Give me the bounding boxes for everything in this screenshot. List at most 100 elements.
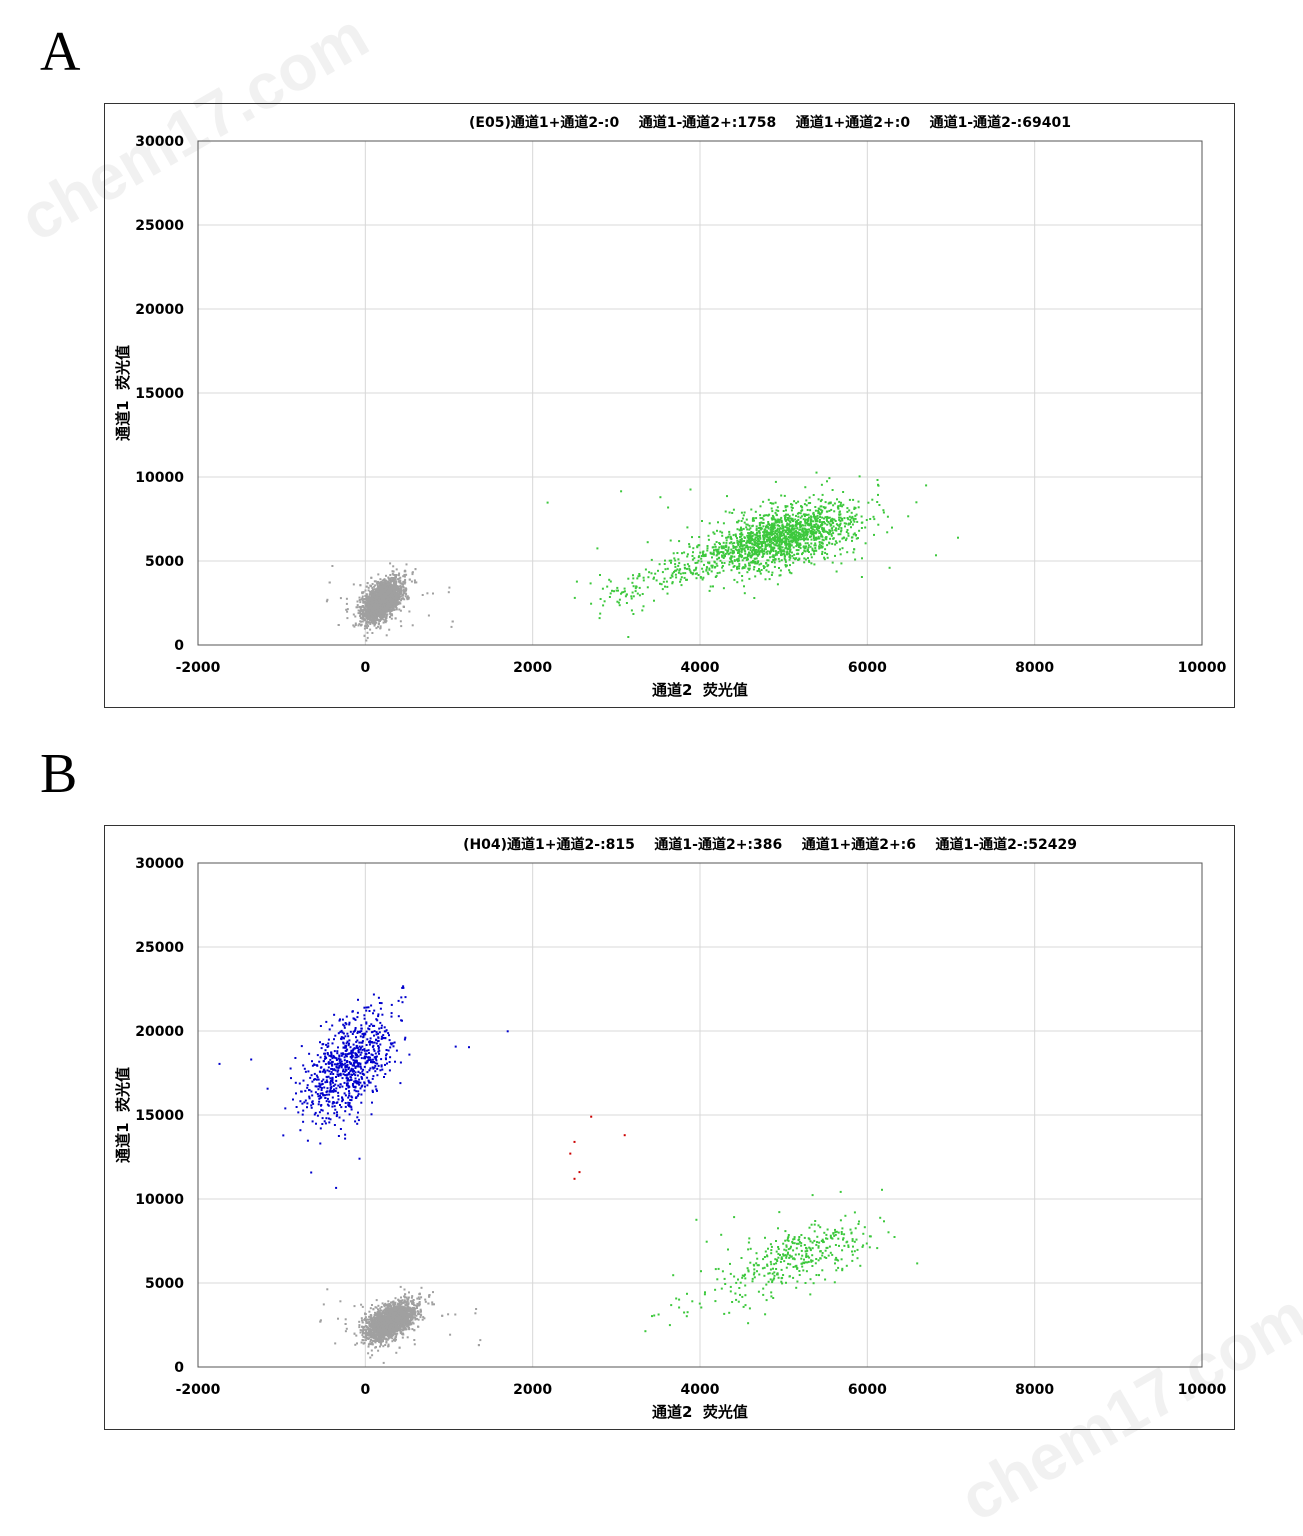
data-point <box>850 526 852 528</box>
data-point <box>362 1036 364 1038</box>
data-point <box>762 555 764 557</box>
y-axis-label: 通道1 荧光值 <box>114 345 132 441</box>
data-point <box>765 526 767 528</box>
data-point <box>369 597 371 599</box>
data-point <box>710 586 712 588</box>
data-point <box>320 1105 322 1107</box>
data-point <box>786 565 788 567</box>
data-point <box>778 529 780 531</box>
data-point <box>380 619 382 621</box>
data-point <box>357 1112 359 1114</box>
data-point <box>352 1033 354 1035</box>
data-point <box>631 609 633 611</box>
x-tick-label: 10000 <box>1178 660 1227 676</box>
data-point <box>664 560 666 562</box>
data-point <box>778 558 780 560</box>
data-point <box>813 494 815 496</box>
data-point <box>616 587 618 589</box>
data-point <box>627 636 629 638</box>
data-point <box>800 510 802 512</box>
data-point <box>815 539 817 541</box>
data-point <box>359 601 361 603</box>
data-point <box>791 504 793 506</box>
data-point <box>357 601 359 603</box>
data-point <box>357 999 359 1001</box>
data-point <box>785 541 787 543</box>
data-point <box>428 615 430 617</box>
data-point <box>785 505 787 507</box>
data-point <box>679 581 681 583</box>
data-point <box>750 556 752 558</box>
data-point <box>384 612 386 614</box>
data-point <box>839 533 841 535</box>
data-point <box>328 1121 330 1123</box>
data-point <box>797 542 799 544</box>
data-point <box>401 583 403 585</box>
data-point <box>295 1082 297 1084</box>
data-point <box>325 1021 327 1023</box>
data-point <box>768 571 770 573</box>
data-point <box>819 513 821 515</box>
data-point <box>367 601 369 603</box>
data-point <box>267 1088 269 1090</box>
data-point <box>392 565 394 567</box>
data-point <box>829 523 831 525</box>
data-point <box>327 1104 329 1106</box>
data-point <box>372 622 374 624</box>
data-point <box>693 557 695 559</box>
data-point <box>366 1044 368 1046</box>
data-point <box>790 572 792 574</box>
data-point <box>766 539 768 541</box>
data-point <box>340 1083 342 1085</box>
data-point <box>344 1035 346 1037</box>
data-point <box>610 592 612 594</box>
data-point <box>330 1118 332 1120</box>
data-point <box>326 600 328 602</box>
data-point <box>826 517 828 519</box>
data-point <box>328 1066 330 1068</box>
data-point <box>356 1054 358 1056</box>
data-point <box>708 535 710 537</box>
data-point <box>766 553 768 555</box>
data-point <box>758 570 760 572</box>
data-point <box>808 502 810 504</box>
data-point <box>391 1004 393 1006</box>
data-point <box>371 594 373 596</box>
data-point <box>781 550 783 552</box>
data-point <box>372 1012 374 1014</box>
data-point <box>700 558 702 560</box>
data-point <box>355 624 357 626</box>
data-point <box>361 1046 363 1048</box>
data-point <box>343 1033 345 1035</box>
data-point <box>404 1037 406 1039</box>
data-point <box>809 536 811 538</box>
data-point <box>318 1083 320 1085</box>
data-point <box>363 1007 365 1009</box>
data-point <box>821 524 823 526</box>
data-point <box>810 516 812 518</box>
data-point <box>670 540 672 542</box>
data-point <box>749 542 751 544</box>
data-point <box>368 622 370 624</box>
data-point <box>757 539 759 541</box>
data-point <box>339 1020 341 1022</box>
data-point <box>326 1076 328 1078</box>
data-point <box>789 520 791 522</box>
data-point <box>376 1033 378 1035</box>
data-point <box>622 591 624 593</box>
data-point <box>706 550 708 552</box>
data-point <box>835 520 837 522</box>
data-point <box>813 537 815 539</box>
data-point <box>369 1044 371 1046</box>
data-point <box>670 562 672 564</box>
data-point <box>386 1063 388 1065</box>
data-point <box>788 543 790 545</box>
data-point <box>763 538 765 540</box>
data-point <box>342 1099 344 1101</box>
data-point <box>639 587 641 589</box>
data-point <box>759 532 761 534</box>
data-point <box>346 611 348 613</box>
data-point <box>730 537 732 539</box>
data-point <box>718 557 720 559</box>
data-point <box>334 1105 336 1107</box>
